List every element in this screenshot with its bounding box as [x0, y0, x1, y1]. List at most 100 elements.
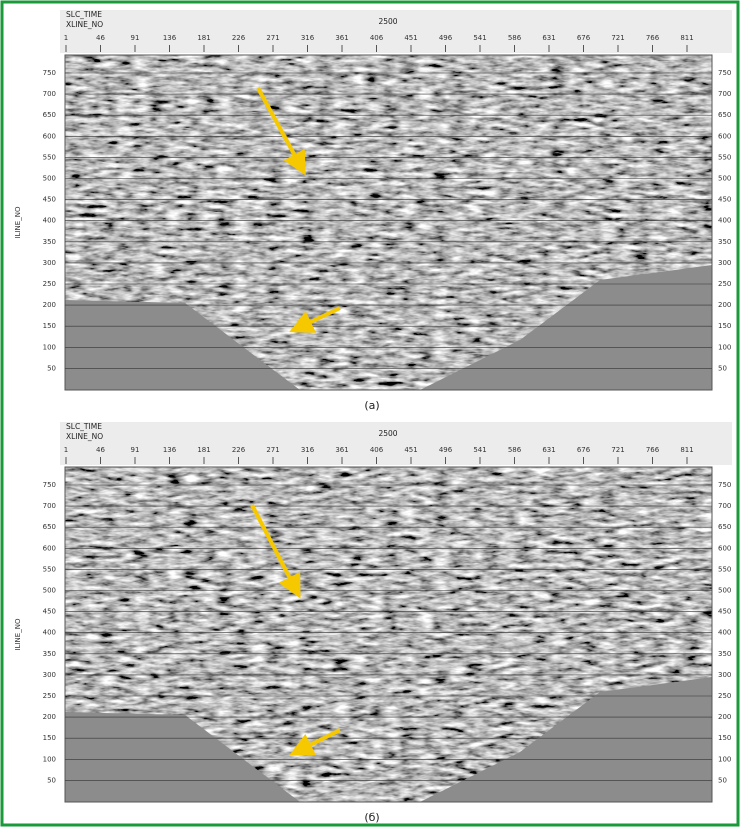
y-tick-label-right: 500 [718, 587, 731, 595]
x-tick-label: 1 [64, 446, 68, 454]
y-tick-label-right: 150 [718, 734, 731, 742]
y-tick-label: 750 [43, 481, 56, 489]
y-tick-label-right: 550 [718, 153, 731, 161]
x-tick-label: 46 [96, 446, 105, 454]
caption: (a) [364, 399, 379, 412]
y-tick-label-right: 250 [718, 692, 731, 700]
y-tick-label-right: 650 [718, 111, 731, 119]
x-tick-label: 361 [335, 34, 348, 42]
y-tick-label-right: 150 [718, 322, 731, 330]
x-tick-label: 406 [370, 34, 384, 42]
y-tick-label: 500 [43, 587, 56, 595]
y-tick-label: 400 [43, 217, 56, 225]
x-tick-label: 586 [508, 446, 522, 454]
x-tick-label: 721 [611, 34, 624, 42]
y-tick-label: 100 [43, 343, 56, 351]
y-tick-label-right: 300 [718, 259, 731, 267]
x-tick-label: 46 [96, 34, 105, 42]
y-tick-label-right: 400 [718, 217, 731, 225]
y-tick-label-right: 750 [718, 481, 731, 489]
y-tick-label: 350 [43, 238, 56, 246]
y-tick-label: 550 [43, 153, 56, 161]
y-tick-label: 450 [43, 608, 56, 616]
y-tick-label-right: 750 [718, 69, 731, 77]
y-tick-label-right: 350 [718, 650, 731, 658]
x-tick-label: 496 [439, 34, 453, 42]
y-tick-label: 250 [43, 280, 56, 288]
y-tick-label: 150 [43, 322, 56, 330]
x-tick-label: 721 [611, 446, 624, 454]
slice-value: 2500 [378, 429, 397, 438]
y-tick-label: 50 [47, 776, 56, 784]
figure: SLC_TIMEXLINE_NO250014691136181226271316… [0, 0, 740, 827]
y-tick-label-right: 300 [718, 671, 731, 679]
y-tick-label-right: 250 [718, 280, 731, 288]
y-tick-label-right: 50 [718, 776, 727, 784]
y-tick-label: 250 [43, 692, 56, 700]
y-tick-label-right: 100 [718, 343, 731, 351]
y-tick-label-right: 650 [718, 523, 731, 531]
slice-value: 2500 [378, 17, 397, 26]
x-tick-label: 91 [131, 446, 140, 454]
x-tick-label: 766 [646, 34, 660, 42]
y-tick-label: 700 [43, 90, 56, 98]
x-tick-label: 496 [439, 446, 453, 454]
y-tick-label-right: 700 [718, 502, 731, 510]
y-tick-label-right: 200 [718, 301, 731, 309]
y-tick-label: 600 [43, 544, 56, 552]
y-tick-label-right: 550 [718, 565, 731, 573]
y-tick-label: 300 [43, 671, 56, 679]
x-tick-label: 226 [232, 34, 246, 42]
y-tick-label: 200 [43, 301, 56, 309]
x-axis-label: XLINE_NO [66, 432, 103, 441]
x-tick-label: 541 [473, 34, 486, 42]
slice-label: SLC_TIME [66, 422, 102, 431]
x-tick-label: 541 [473, 446, 486, 454]
y-tick-label-right: 500 [718, 175, 731, 183]
x-tick-label: 181 [197, 34, 210, 42]
x-tick-label: 811 [680, 446, 693, 454]
slice-label: SLC_TIME [66, 10, 102, 19]
y-tick-label: 650 [43, 111, 56, 119]
y-tick-label: 400 [43, 629, 56, 637]
x-axis-label: XLINE_NO [66, 20, 103, 29]
x-tick-label: 226 [232, 446, 246, 454]
x-tick-label: 631 [542, 34, 555, 42]
y-tick-label: 350 [43, 650, 56, 658]
y-tick-label-right: 450 [718, 608, 731, 616]
x-tick-label: 91 [131, 34, 140, 42]
y-tick-label-right: 400 [718, 629, 731, 637]
y-tick-label-right: 200 [718, 713, 731, 721]
x-tick-label: 136 [163, 446, 177, 454]
y-tick-label: 450 [43, 196, 56, 204]
y-axis-label: ILINE_NO [14, 618, 22, 650]
y-tick-label-right: 600 [718, 132, 731, 140]
x-tick-label: 136 [163, 34, 177, 42]
y-tick-label: 150 [43, 734, 56, 742]
y-tick-label: 700 [43, 502, 56, 510]
x-tick-label: 811 [680, 34, 693, 42]
x-tick-label: 406 [370, 446, 384, 454]
x-tick-label: 631 [542, 446, 555, 454]
y-tick-label: 750 [43, 69, 56, 77]
x-tick-label: 316 [301, 446, 315, 454]
x-tick-label: 451 [404, 446, 417, 454]
x-tick-label: 676 [577, 446, 591, 454]
x-tick-label: 271 [266, 34, 279, 42]
x-tick-label: 766 [646, 446, 660, 454]
x-tick-label: 271 [266, 446, 279, 454]
y-tick-label-right: 350 [718, 238, 731, 246]
y-tick-label: 650 [43, 523, 56, 531]
x-tick-label: 586 [508, 34, 522, 42]
x-tick-label: 361 [335, 446, 348, 454]
y-tick-label: 50 [47, 364, 56, 372]
y-tick-label-right: 700 [718, 90, 731, 98]
y-tick-label-right: 450 [718, 196, 731, 204]
y-tick-label: 500 [43, 175, 56, 183]
x-tick-label: 181 [197, 446, 210, 454]
y-tick-label: 200 [43, 713, 56, 721]
y-tick-label-right: 100 [718, 755, 731, 763]
y-tick-label: 300 [43, 259, 56, 267]
caption: (б) [364, 811, 379, 824]
x-tick-label: 451 [404, 34, 417, 42]
